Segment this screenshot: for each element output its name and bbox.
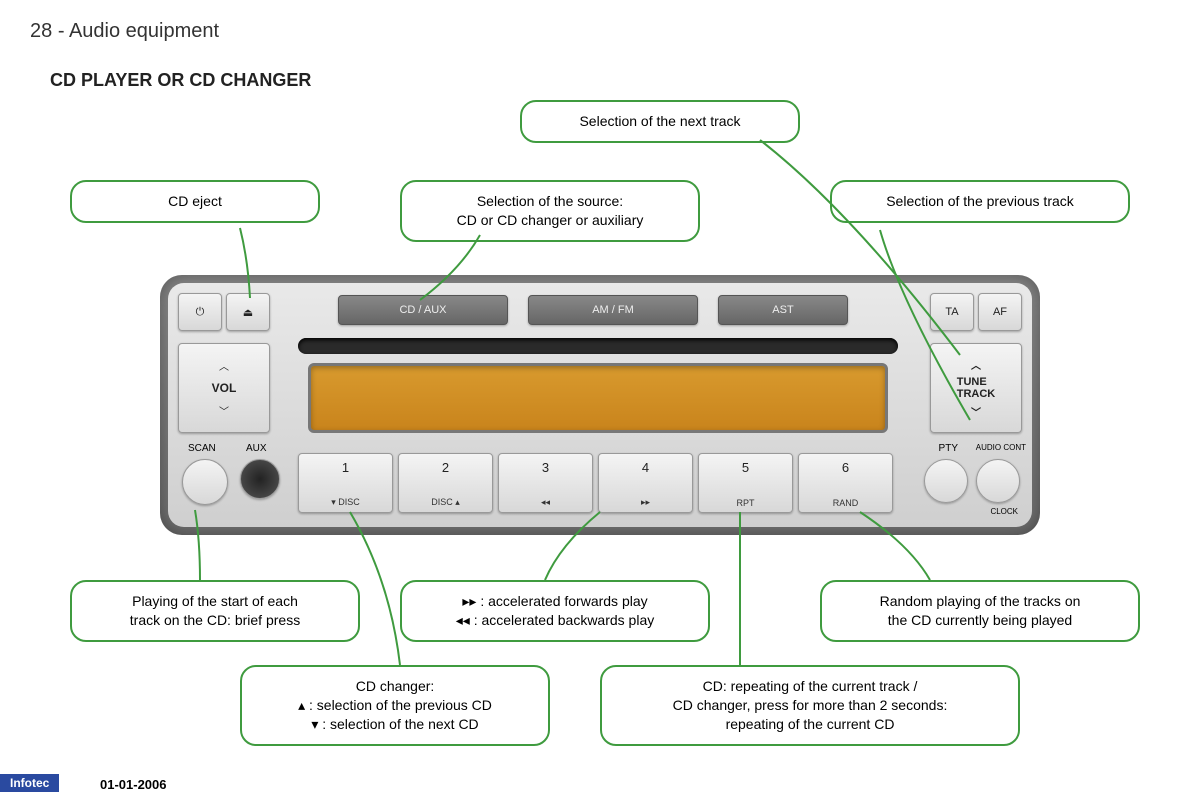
pty-label: PTY <box>939 443 958 454</box>
preset-3-button[interactable]: 3 ◂◂ <box>498 453 593 513</box>
callout-scan: Playing of the start of each track on th… <box>70 580 360 642</box>
ta-button[interactable]: TA <box>930 293 974 331</box>
callout-ff-rw: ▸▸ : accelerated forwards play ◂◂ : acce… <box>400 580 710 642</box>
preset-6-button[interactable]: 6 RAND <box>798 453 893 513</box>
audiocont-label: AUDIO CONT <box>976 443 1026 452</box>
section-name: Audio equipment <box>69 20 219 42</box>
cd-aux-button[interactable]: CD / AUX <box>338 295 508 325</box>
chevron-down-icon: ﹀ <box>219 403 229 418</box>
tune-track-rocker[interactable]: ︿ TUNE TRACK ﹀ <box>930 343 1022 433</box>
scan-label: SCAN <box>188 443 216 454</box>
tune-label: TUNE TRACK <box>957 376 996 400</box>
af-button[interactable]: AF <box>978 293 1022 331</box>
power-button[interactable]: ⏻ <box>178 293 222 331</box>
preset-2-button[interactable]: 2 DISC ▴ <box>398 453 493 513</box>
clock-label: CLOCK <box>990 507 1018 516</box>
page-header: 28 - Audio equipment <box>30 20 219 43</box>
ast-button[interactable]: AST <box>718 295 848 325</box>
preset-1-button[interactable]: 1 ▾ DISC <box>298 453 393 513</box>
chevron-up-icon: ︿ <box>971 357 981 372</box>
callout-prev-track: Selection of the previous track <box>830 180 1130 223</box>
am-fm-button[interactable]: AM / FM <box>528 295 698 325</box>
audiocont-button[interactable] <box>976 459 1020 503</box>
chevron-up-icon: ︿ <box>219 358 229 373</box>
callout-source: Selection of the source: CD or CD change… <box>400 180 700 242</box>
eject-icon: ⏏ <box>243 306 253 319</box>
section-title: CD PLAYER OR CD CHANGER <box>50 70 311 91</box>
scan-button[interactable] <box>182 459 228 505</box>
vol-rocker[interactable]: ︿ VOL ﹀ <box>178 343 270 433</box>
car-radio-panel: ⏻ ⏏ CD / AUX AM / FM AST TA AF ︿ VOL ﹀ ︿… <box>160 275 1040 535</box>
vol-label: VOL <box>212 381 237 395</box>
callout-disc: CD changer: ▴ : selection of the previou… <box>240 665 550 746</box>
preset-5-button[interactable]: 5 RPT <box>698 453 793 513</box>
callout-rand: Random playing of the tracks on the CD c… <box>820 580 1140 642</box>
chevron-down-icon: ﹀ <box>971 404 981 419</box>
infotec-badge: Infotec <box>0 774 59 792</box>
lcd-display <box>308 363 888 433</box>
footer-date: 01-01-2006 <box>100 777 167 792</box>
cd-slot[interactable] <box>298 338 898 354</box>
aux-label: AUX <box>246 443 267 454</box>
callout-rpt: CD: repeating of the current track / CD … <box>600 665 1020 746</box>
pty-button[interactable] <box>924 459 968 503</box>
aux-jack[interactable] <box>240 459 280 499</box>
eject-button[interactable]: ⏏ <box>226 293 270 331</box>
preset-4-button[interactable]: 4 ▸▸ <box>598 453 693 513</box>
callout-eject: CD eject <box>70 180 320 223</box>
radio-face: ⏻ ⏏ CD / AUX AM / FM AST TA AF ︿ VOL ﹀ ︿… <box>168 283 1032 527</box>
callout-next-track: Selection of the next track <box>520 100 800 143</box>
page-number: 28 <box>30 20 52 42</box>
